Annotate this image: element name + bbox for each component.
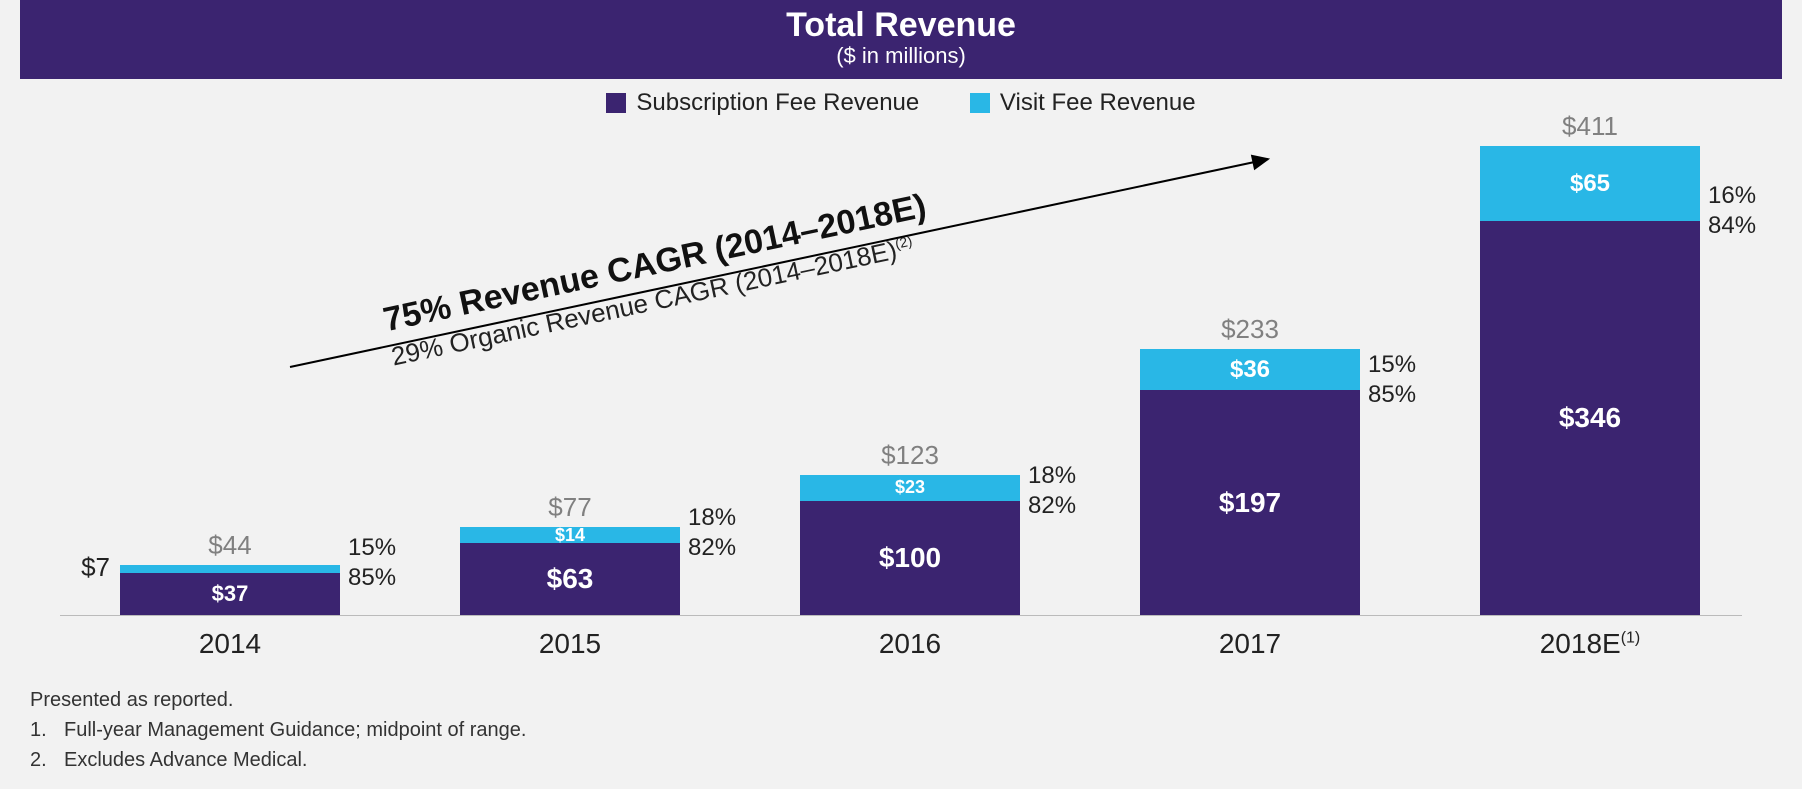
legend-label-subscription: Subscription Fee Revenue xyxy=(636,89,919,117)
bar-pct-labels: 18%82% xyxy=(1028,461,1076,521)
chart-plot-area: 75% Revenue CAGR (2014–2018E) 29% Organi… xyxy=(60,126,1742,616)
chart-title: Total Revenue xyxy=(20,6,1782,45)
bar-sub-pct: 82% xyxy=(688,533,736,563)
bar-stack: $23$100 xyxy=(800,475,1020,615)
bar-segment-subscription: $37 xyxy=(120,573,340,615)
bar-stack: $65$346 xyxy=(1480,146,1700,615)
bar-sub-pct: 84% xyxy=(1708,211,1756,241)
x-axis-label: 2014 xyxy=(100,628,360,660)
cagr-annotation: 75% Revenue CAGR (2014–2018E) 29% Organi… xyxy=(380,187,937,373)
footnote-2-num: 2. xyxy=(30,745,64,775)
bar-stack: $37 xyxy=(120,565,340,615)
cagr-sub-sup: (2) xyxy=(893,233,913,252)
bar-2017: $36$197$233 xyxy=(1140,349,1360,615)
bar-visit-pct: 15% xyxy=(348,533,396,563)
footnote-2-text: Excludes Advance Medical. xyxy=(64,745,307,775)
bar-segment-subscription: $100 xyxy=(800,501,1020,615)
bar-2016: $23$100$123 xyxy=(800,475,1020,615)
bar-segment-visit xyxy=(120,565,340,573)
bar-stack: $36$197 xyxy=(1140,349,1360,615)
bar-2014: $37$44 xyxy=(120,565,340,615)
legend-label-visit: Visit Fee Revenue xyxy=(1000,89,1196,117)
bar-pct-labels: 15%85% xyxy=(1368,350,1416,410)
chart: 75% Revenue CAGR (2014–2018E) 29% Organi… xyxy=(20,126,1782,666)
legend-swatch-visit xyxy=(970,93,990,113)
footnote-1: 1. Full-year Management Guidance; midpoi… xyxy=(30,715,526,745)
bar-sub-pct: 82% xyxy=(1028,491,1076,521)
bar-total-label: $233 xyxy=(1140,314,1360,345)
bar-segment-subscription: $197 xyxy=(1140,390,1360,615)
bar-segment-visit: $36 xyxy=(1140,349,1360,390)
footnote-2: 2. Excludes Advance Medical. xyxy=(30,745,526,775)
bar-segment-visit: $14 xyxy=(460,527,680,543)
bar-total-label: $77 xyxy=(460,492,680,523)
bar-segment-subscription: $346 xyxy=(1480,221,1700,615)
bar-segment-subscription: $63 xyxy=(460,543,680,615)
x-axis-label: 2018E(1) xyxy=(1460,628,1720,660)
bar-sub-pct: 85% xyxy=(348,563,396,593)
legend-item-subscription: Subscription Fee Revenue xyxy=(606,89,919,117)
bar-sub-pct: 85% xyxy=(1368,380,1416,410)
bar-pct-labels: 16%84% xyxy=(1708,181,1756,241)
x-axis-label: 2015 xyxy=(440,628,700,660)
bar-visit-pct: 18% xyxy=(688,503,736,533)
bar-2015: $14$63$77 xyxy=(460,527,680,615)
bar-segment-visit: $23 xyxy=(800,475,1020,501)
bar-total-label: $44 xyxy=(120,530,340,561)
footnote-1-num: 1. xyxy=(30,715,64,745)
bar-pct-labels: 15%85% xyxy=(348,533,396,593)
bar-visit-pct: 15% xyxy=(1368,350,1416,380)
bar-stack: $14$63 xyxy=(460,527,680,615)
footnote-1-text: Full-year Management Guidance; midpoint … xyxy=(64,715,526,745)
x-axis-label: 2016 xyxy=(780,628,1040,660)
bar-visit-pct: 16% xyxy=(1708,181,1756,211)
bar-2018E: $65$346$411 xyxy=(1480,146,1700,615)
bar-pct-labels: 18%82% xyxy=(688,503,736,563)
x-axis-label: 2017 xyxy=(1120,628,1380,660)
footnote-intro: Presented as reported. xyxy=(30,685,526,715)
bar-segment-visit: $65 xyxy=(1480,146,1700,220)
chart-header: Total Revenue ($ in millions) xyxy=(20,0,1782,79)
bar-total-label: $411 xyxy=(1480,111,1700,142)
bar-visit-pct: 18% xyxy=(1028,461,1076,491)
legend-item-visit: Visit Fee Revenue xyxy=(970,89,1196,117)
chart-subtitle: ($ in millions) xyxy=(20,43,1782,69)
bar-total-label: $123 xyxy=(800,440,1020,471)
legend-swatch-subscription xyxy=(606,93,626,113)
footnotes: Presented as reported. 1. Full-year Mana… xyxy=(30,685,526,775)
bar-visit-label-outside: $7 xyxy=(60,552,110,583)
